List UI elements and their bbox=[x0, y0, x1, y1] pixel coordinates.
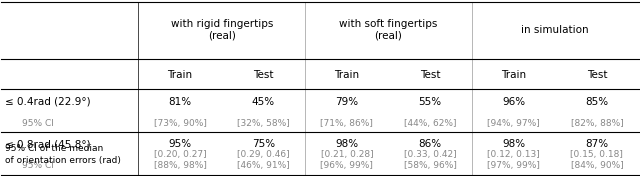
Text: Train: Train bbox=[501, 70, 526, 80]
Text: ≤ 0.8rad (45.8°): ≤ 0.8rad (45.8°) bbox=[4, 139, 90, 149]
Text: [0.21, 0.28]: [0.21, 0.28] bbox=[321, 150, 373, 159]
Text: in simulation: in simulation bbox=[522, 25, 589, 35]
Text: [32%, 58%]: [32%, 58%] bbox=[237, 119, 290, 128]
Text: ≤ 0.4rad (22.9°): ≤ 0.4rad (22.9°) bbox=[4, 97, 90, 107]
Text: [46%, 91%]: [46%, 91%] bbox=[237, 161, 290, 170]
Text: [84%, 90%]: [84%, 90%] bbox=[570, 161, 623, 170]
Text: Train: Train bbox=[168, 70, 193, 80]
Text: [0.15, 0.18]: [0.15, 0.18] bbox=[570, 150, 623, 159]
Text: [73%, 90%]: [73%, 90%] bbox=[154, 119, 207, 128]
Text: 79%: 79% bbox=[335, 97, 358, 107]
Text: [0.29, 0.46]: [0.29, 0.46] bbox=[237, 150, 290, 159]
Text: 95% CI: 95% CI bbox=[22, 161, 54, 170]
Text: 95%: 95% bbox=[168, 139, 191, 149]
Text: 95% CI: 95% CI bbox=[22, 119, 54, 128]
Text: 98%: 98% bbox=[502, 139, 525, 149]
Text: 98%: 98% bbox=[335, 139, 358, 149]
Text: 96%: 96% bbox=[502, 97, 525, 107]
Text: 75%: 75% bbox=[252, 139, 275, 149]
Text: [97%, 99%]: [97%, 99%] bbox=[487, 161, 540, 170]
Text: [71%, 86%]: [71%, 86%] bbox=[321, 119, 373, 128]
Text: 55%: 55% bbox=[419, 97, 442, 107]
Text: 87%: 87% bbox=[586, 139, 609, 149]
Text: Train: Train bbox=[334, 70, 360, 80]
Text: 45%: 45% bbox=[252, 97, 275, 107]
Text: [88%, 98%]: [88%, 98%] bbox=[154, 161, 207, 170]
Text: [94%, 97%]: [94%, 97%] bbox=[487, 119, 540, 128]
Text: 86%: 86% bbox=[419, 139, 442, 149]
Text: with rigid fingertips
(real): with rigid fingertips (real) bbox=[171, 19, 273, 41]
Text: Test: Test bbox=[253, 70, 274, 80]
Text: 81%: 81% bbox=[168, 97, 191, 107]
Text: 85%: 85% bbox=[586, 97, 609, 107]
Text: [58%, 96%]: [58%, 96%] bbox=[404, 161, 456, 170]
Text: [0.12, 0.13]: [0.12, 0.13] bbox=[487, 150, 540, 159]
Text: Test: Test bbox=[587, 70, 607, 80]
Text: [0.33, 0.42]: [0.33, 0.42] bbox=[404, 150, 456, 159]
Text: [82%, 88%]: [82%, 88%] bbox=[570, 119, 623, 128]
Text: 95% CI of the median
of orientation errors (rad): 95% CI of the median of orientation erro… bbox=[4, 144, 120, 165]
Text: [0.20, 0.27]: [0.20, 0.27] bbox=[154, 150, 206, 159]
Text: [44%, 62%]: [44%, 62%] bbox=[404, 119, 456, 128]
Text: Test: Test bbox=[420, 70, 440, 80]
Text: [96%, 99%]: [96%, 99%] bbox=[321, 161, 373, 170]
Text: with soft fingertips
(real): with soft fingertips (real) bbox=[339, 19, 438, 41]
